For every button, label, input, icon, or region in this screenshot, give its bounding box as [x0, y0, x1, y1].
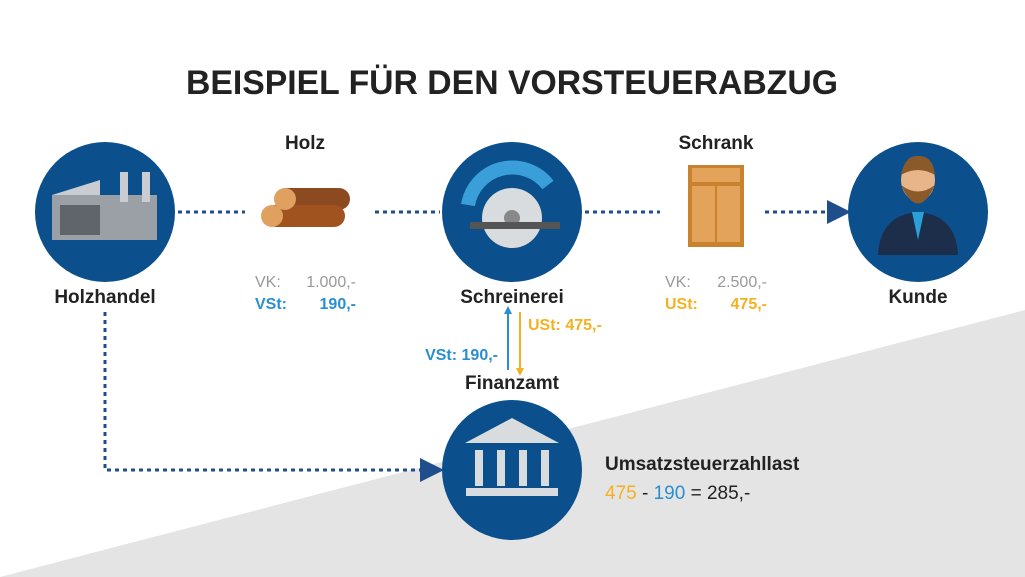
title: BEISPIEL FÜR DEN VORSTEUERABZUG	[186, 64, 838, 102]
row-key: USt:	[665, 296, 698, 313]
connectors	[103, 200, 851, 482]
flow-label: USt: 475,-	[528, 317, 602, 334]
schrank-icon	[688, 165, 744, 247]
node-label: Kunde	[888, 287, 947, 308]
flow-label: VSt: 190,-	[425, 347, 498, 364]
holz-icon	[261, 188, 350, 227]
goods-label: Schrank	[679, 133, 754, 154]
result-part: -	[642, 483, 648, 504]
finanzamt-icon	[442, 400, 582, 540]
row-key: VK:	[665, 274, 691, 291]
node-label: Holzhandel	[54, 287, 155, 308]
result-part: 285,-	[707, 483, 750, 504]
node-label: Schreinerei	[460, 287, 564, 308]
schreinerei-icon	[442, 142, 582, 282]
arrow-head	[516, 368, 524, 376]
goods-label: Holz	[285, 133, 325, 154]
result-formula: 475 - 190 = 285,-	[605, 483, 750, 504]
row-value: 2.500,-	[717, 274, 767, 291]
node-label: Finanzamt	[465, 373, 560, 394]
result-part: 190	[654, 483, 686, 504]
connector	[103, 312, 444, 482]
kunde-icon	[848, 142, 988, 282]
result-part: 475	[605, 483, 637, 504]
holzhandel-icon	[35, 142, 175, 282]
result-part: =	[691, 483, 702, 504]
row-key: VSt:	[255, 296, 287, 313]
row-value: 1.000,-	[306, 274, 356, 291]
row-value: 190,-	[320, 296, 356, 313]
row-key: VK:	[255, 274, 281, 291]
result-title: Umsatzsteuerzahllast	[605, 454, 800, 475]
row-value: 475,-	[731, 296, 767, 313]
arrow-head	[504, 306, 512, 314]
